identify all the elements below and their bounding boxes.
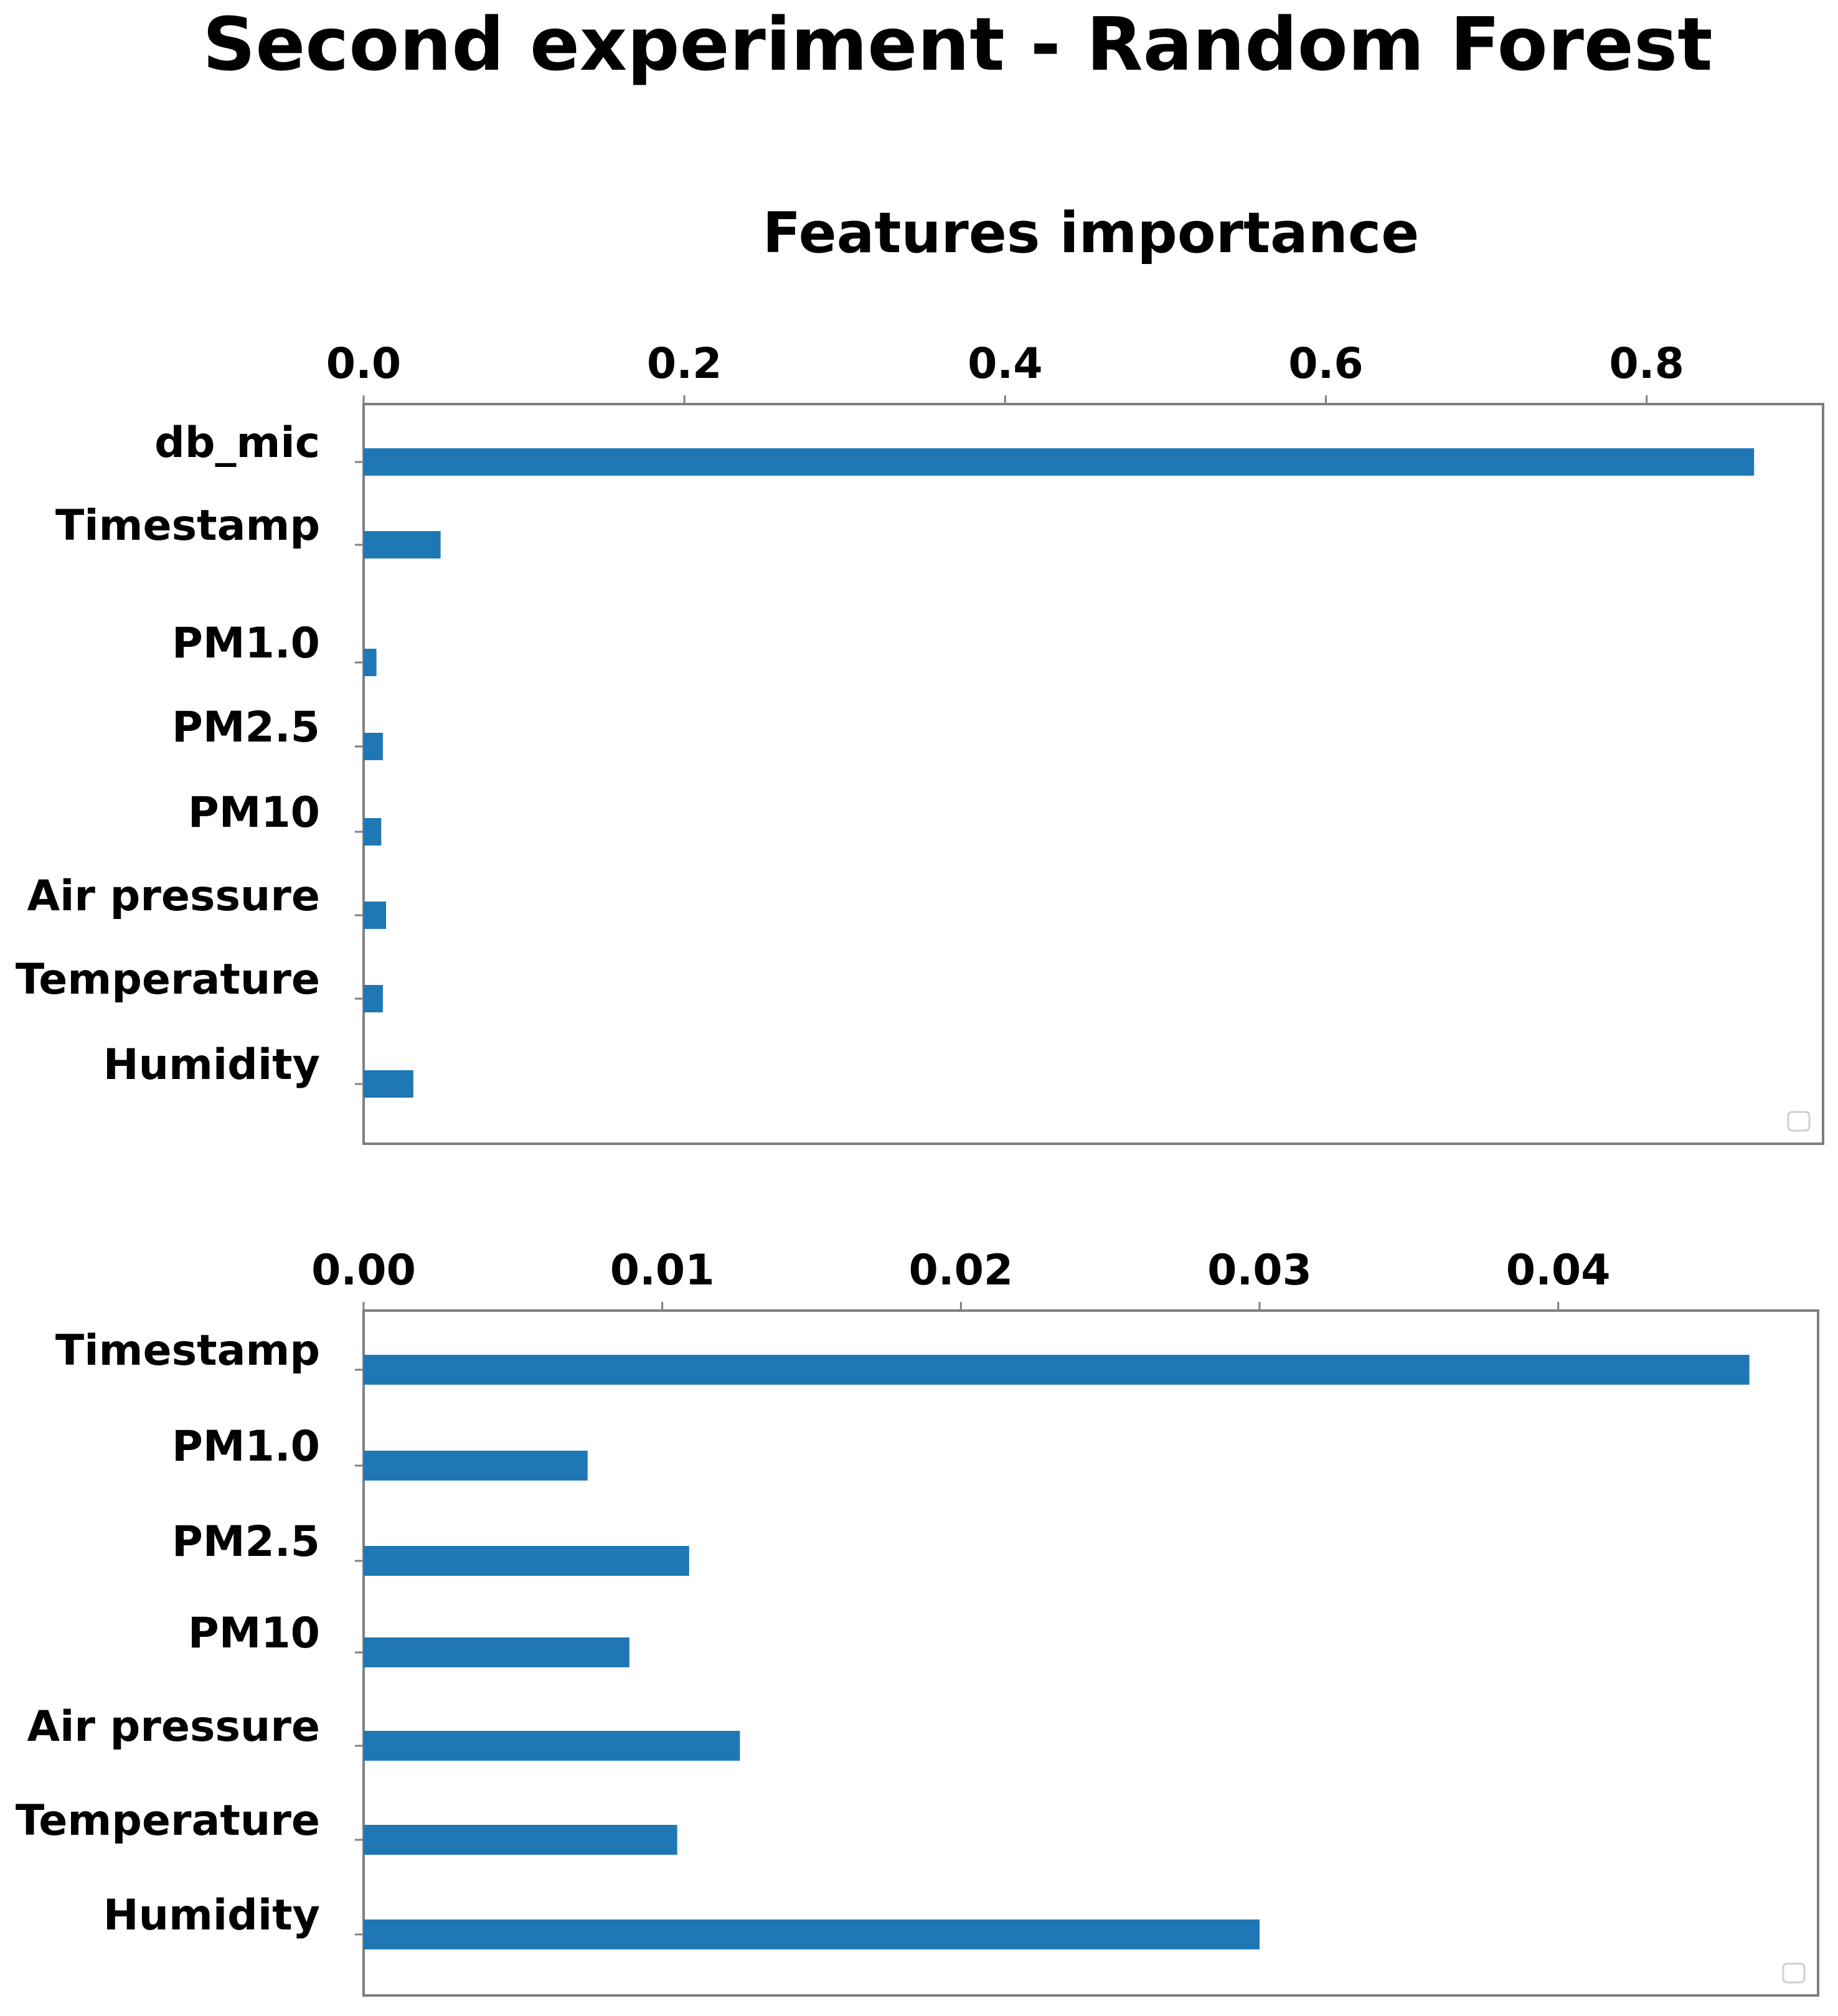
bar (364, 531, 441, 558)
bar (364, 1637, 629, 1667)
category-label: Timestamp (55, 501, 320, 550)
x-tick-label: 0.04 (1506, 1246, 1611, 1295)
chart-top-title: Features importance (763, 200, 1420, 266)
category-label: PM10 (188, 1609, 320, 1658)
bar (364, 902, 387, 929)
bar (364, 1355, 1750, 1385)
x-tick-label: 0.6 (1288, 339, 1363, 389)
category-label: db_mic (154, 418, 320, 468)
bar (364, 1825, 677, 1855)
category-label: Timestamp (55, 1326, 320, 1375)
chart-bottom-x-ticks: 0.00 0.01 0.02 0.03 0.04 (311, 1246, 1611, 1311)
figure-title: Second experiment - Random Forest (202, 1, 1712, 87)
chart-bottom-bars (364, 1355, 1750, 1949)
bar (364, 1919, 1260, 1949)
x-tick-label: 0.00 (311, 1246, 416, 1295)
bar (364, 733, 383, 760)
bar (364, 649, 377, 676)
category-label: Humidity (103, 1040, 320, 1090)
category-label: PM1.0 (172, 619, 320, 668)
bar (364, 448, 1755, 476)
chart-top-legend (1787, 1111, 1811, 1132)
bar (364, 1451, 588, 1481)
x-tick-label: 0.0 (326, 339, 401, 389)
category-label: Air pressure (27, 1702, 321, 1751)
category-label: Temperature (16, 955, 320, 1004)
bar (364, 1731, 740, 1761)
chart-top-bars (364, 448, 1755, 1098)
x-tick-label: 0.01 (610, 1246, 715, 1295)
chart-top: Features importance 0.0 0.2 0.4 0.6 0.8 db_m… (16, 200, 1824, 1145)
chart-bottom-categories: Timestamp PM1.0 PM2.5 PM10 Air pressure Tempe… (16, 1326, 364, 1940)
category-label: Air pressure (27, 872, 321, 921)
category-label: PM2.5 (172, 703, 320, 752)
category-label: PM2.5 (172, 1517, 320, 1566)
x-tick-label: 0.4 (968, 339, 1042, 389)
x-tick-label: 0.2 (647, 339, 722, 389)
x-tick-label: 0.03 (1207, 1246, 1312, 1295)
bar (364, 1546, 689, 1576)
bar (364, 818, 382, 845)
x-tick-label: 0.8 (1609, 339, 1684, 389)
bar (364, 1070, 413, 1098)
bar (364, 985, 383, 1012)
category-label: PM10 (188, 788, 320, 837)
x-tick-label: 0.02 (908, 1246, 1013, 1295)
category-label: PM1.0 (172, 1422, 320, 1471)
category-label: Temperature (16, 1796, 320, 1845)
chart-top-categories: db_mic Timestamp PM1.0 PM2.5 PM10 Air pressur… (16, 418, 364, 1090)
chart-bottom: 0.00 0.01 0.02 0.03 0.04 Timestamp PM1.0 PM2.5… (16, 1246, 1819, 1997)
category-label: Humidity (103, 1891, 320, 1940)
chart-top-x-ticks: 0.0 0.2 0.4 0.6 0.8 (326, 339, 1684, 404)
chart-top-plot-frame (362, 403, 1824, 1145)
chart-bottom-legend (1782, 1962, 1806, 1984)
